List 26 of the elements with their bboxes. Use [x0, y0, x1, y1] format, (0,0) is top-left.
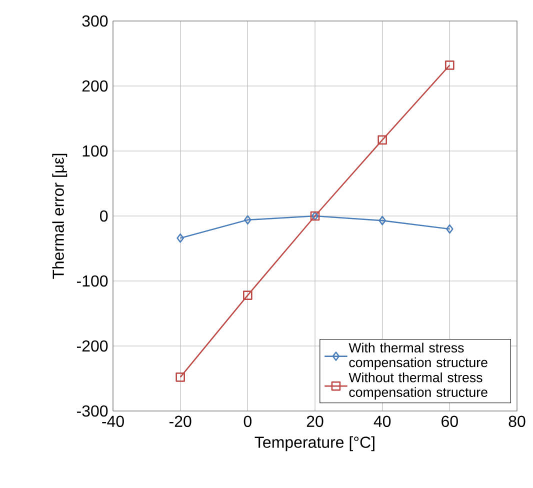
x-axis-title: Temperature [°C] — [254, 436, 374, 452]
point — [445, 60, 454, 70]
point — [378, 216, 386, 226]
point — [244, 215, 252, 225]
y-axis-title: Thermal error [με] — [52, 154, 68, 279]
x-tick-label: 0 — [244, 416, 252, 428]
x-tick-label: 40 — [374, 416, 391, 428]
x-tick-label: -20 — [169, 416, 192, 428]
point — [176, 372, 186, 382]
x-tick-label: -40 — [102, 416, 124, 428]
point — [176, 233, 184, 243]
legend-label: With thermal stress compensation structure — [348, 342, 488, 370]
y-tick-label: 100 — [82, 145, 108, 157]
x-tick-label: 20 — [306, 416, 324, 428]
y-tick-label: -100 — [76, 275, 108, 287]
y-tick-label: 300 — [82, 15, 108, 27]
y-tick-label: -300 — [76, 405, 108, 417]
x-tick-label: 80 — [508, 416, 526, 428]
y-tick-label: -200 — [76, 340, 108, 352]
point — [446, 224, 454, 234]
y-tick-label: 200 — [82, 80, 108, 92]
legend-label: Without thermal stress compensation structure — [348, 372, 488, 400]
x-tick-label: 60 — [442, 416, 458, 428]
y-tick-label: 0 — [100, 210, 108, 222]
point — [243, 290, 252, 300]
point — [378, 135, 388, 145]
